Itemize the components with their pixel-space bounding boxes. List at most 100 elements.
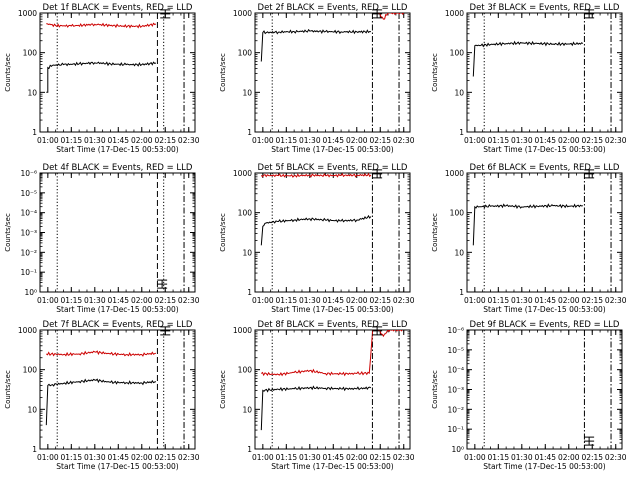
y-axis-label: Counts/sec — [219, 53, 227, 92]
x-tick-label: 02:00 — [558, 136, 580, 145]
y-tick-label: 1000 — [445, 9, 464, 18]
x-tick-label: 02:30 — [393, 136, 415, 145]
chart-title: Det 9f BLACK = Events, RED = LLD — [470, 320, 620, 330]
x-tick-label: 02:00 — [558, 296, 580, 305]
lld-series-line — [260, 330, 404, 377]
y-tick-label: 10⁻¹ — [447, 425, 464, 434]
plot-frame — [466, 172, 623, 293]
x-tick-label: 01:00 — [464, 453, 486, 462]
y-tick-label: 10⁻⁴ — [20, 209, 37, 218]
y-tick-label: 10⁰ — [451, 445, 464, 454]
y-tick-label: 1000 — [18, 326, 37, 335]
plot-frame — [39, 329, 196, 450]
x-tick-label: 01:15 — [61, 136, 83, 145]
x-axis-label: Start Time (17-Dec-15 00:53:00) — [56, 305, 178, 314]
plot-frame — [254, 172, 411, 293]
chart-title: Det 5f BLACK = Events, RED = LLD — [258, 163, 408, 173]
lld-series-line — [260, 173, 372, 178]
y-tick-label: 100 — [238, 49, 253, 58]
x-tick-label: 01:45 — [322, 453, 344, 462]
x-tick-label: 01:30 — [511, 136, 533, 145]
events-series-line — [46, 61, 157, 93]
x-tick-label: 01:30 — [84, 136, 106, 145]
x-axis-label: Start Time (17-Dec-15 00:53:00) — [56, 462, 178, 471]
x-tick-label: 01:45 — [107, 136, 129, 145]
x-tick-label: 01:45 — [534, 453, 556, 462]
y-tick-label: 1000 — [233, 326, 252, 335]
y-tick-label: 1000 — [233, 9, 252, 18]
chart-title: Det 1f BLACK = Events, RED = LLD — [43, 3, 193, 13]
x-tick-label: 02:15 — [154, 453, 176, 462]
x-tick-label: 01:45 — [322, 296, 344, 305]
chart-panel: Det 9f BLACK = Events, RED = LLD Counts/s… — [431, 320, 627, 471]
x-tick-label: 01:15 — [488, 453, 510, 462]
y-tick-label: 100 — [23, 49, 38, 58]
x-tick-label: 02:30 — [605, 136, 627, 145]
y-tick-label: 1000 — [445, 169, 464, 178]
x-tick-label: 02:15 — [154, 296, 176, 305]
x-tick-label: 02:15 — [369, 453, 391, 462]
y-axis-label: Counts/sec — [4, 53, 12, 92]
y-tick-label: 10 — [454, 248, 464, 257]
events-series-line — [472, 40, 584, 77]
y-tick-label: 10 — [27, 405, 37, 414]
x-tick-label: 01:00 — [464, 296, 486, 305]
x-tick-label: 01:45 — [534, 296, 556, 305]
x-tick-label: 02:15 — [154, 136, 176, 145]
x-tick-label: 01:30 — [299, 453, 321, 462]
plot-frame — [254, 12, 411, 133]
chart-panel: Det 2f BLACK = Events, RED = LLD Counts/s… — [219, 3, 415, 154]
x-tick-label: 02:15 — [369, 136, 391, 145]
x-tick-label: 02:15 — [369, 296, 391, 305]
chart-panel: Det 3f BLACK = Events, RED = LLD Counts/s… — [431, 3, 627, 154]
y-axis-label: Counts/sec — [431, 213, 439, 252]
x-tick-label: 02:30 — [393, 453, 415, 462]
y-tick-label: 1 — [247, 288, 252, 297]
y-tick-label: 1 — [32, 445, 37, 454]
events-series-line — [45, 378, 157, 426]
x-tick-label: 02:15 — [581, 296, 603, 305]
x-tick-label: 02:30 — [178, 136, 200, 145]
events-series-line — [260, 214, 372, 246]
x-tick-label: 01:15 — [276, 453, 298, 462]
x-tick-label: 02:00 — [131, 296, 153, 305]
y-axis-label: Counts/sec — [4, 370, 12, 409]
events-series-line — [260, 385, 372, 431]
chart-title: Det 3f BLACK = Events, RED = LLD — [470, 3, 620, 13]
x-tick-label: 01:30 — [511, 296, 533, 305]
lld-series-line — [46, 22, 157, 29]
lld-series-line — [45, 350, 157, 357]
y-tick-label: 1 — [459, 128, 464, 137]
y-tick-label: 10⁻⁵ — [447, 346, 464, 355]
y-tick-label: 100 — [23, 366, 38, 375]
plot-frame — [466, 329, 623, 450]
y-tick-label: 100 — [450, 49, 465, 58]
y-tick-label: 100 — [238, 366, 253, 375]
x-tick-label: 02:30 — [605, 296, 627, 305]
y-tick-label: 10⁰ — [24, 288, 37, 297]
x-tick-label: 01:00 — [37, 453, 59, 462]
chart-title: Det 6f BLACK = Events, RED = LLD — [470, 163, 620, 173]
y-axis-label: Counts/sec — [431, 370, 439, 409]
y-tick-label: 1 — [459, 288, 464, 297]
y-tick-label: 10⁻⁶ — [447, 326, 464, 335]
x-tick-label: 01:00 — [252, 453, 274, 462]
y-tick-label: 10 — [242, 405, 252, 414]
x-tick-label: 02:00 — [346, 453, 368, 462]
x-axis-label: Start Time (17-Dec-15 00:53:00) — [483, 145, 605, 154]
x-tick-label: 02:00 — [131, 136, 153, 145]
y-tick-label: 100 — [450, 209, 465, 218]
y-tick-label: 10⁻³ — [447, 386, 464, 395]
x-axis-label: Start Time (17-Dec-15 00:53:00) — [271, 305, 393, 314]
x-tick-label: 01:45 — [107, 453, 129, 462]
y-tick-label: 10⁻² — [447, 405, 464, 414]
y-tick-label: 10⁻³ — [20, 229, 37, 238]
lld-series-line — [378, 13, 405, 20]
x-tick-label: 01:00 — [37, 296, 59, 305]
x-tick-label: 02:30 — [178, 453, 200, 462]
x-tick-label: 02:00 — [346, 136, 368, 145]
y-tick-label: 1 — [247, 128, 252, 137]
x-tick-label: 01:00 — [37, 136, 59, 145]
